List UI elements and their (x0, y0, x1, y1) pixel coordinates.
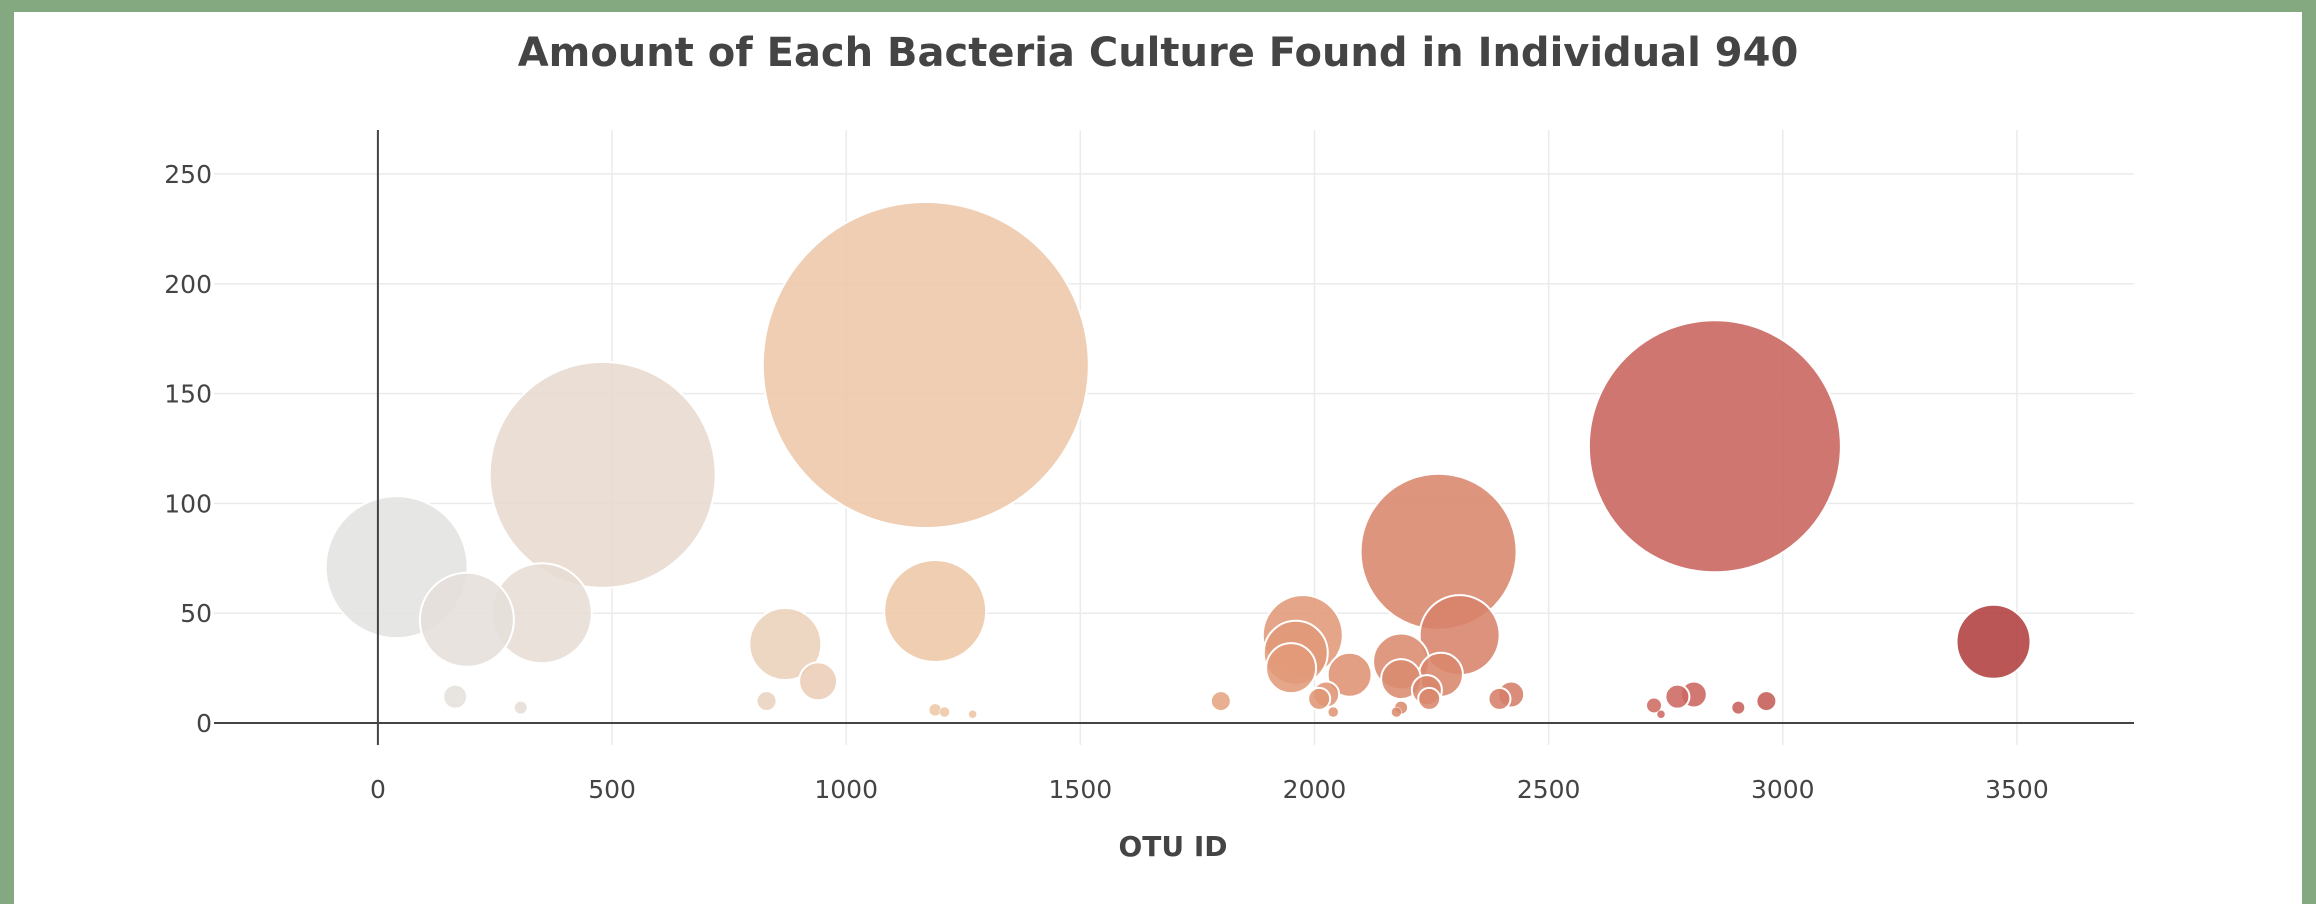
chart-background (14, 12, 2302, 904)
x-tick-label: 3000 (1751, 775, 1815, 804)
x-tick-label: 2000 (1283, 775, 1347, 804)
bubble-point[interactable] (488, 360, 717, 589)
y-tick-label: 0 (196, 709, 212, 738)
bubble-point[interactable] (939, 706, 950, 718)
x-axis-title: OTU ID (1118, 830, 1227, 863)
bubble-point[interactable] (968, 710, 977, 719)
x-tick-label: 500 (588, 775, 636, 804)
axes (214, 130, 2134, 745)
x-tick-label: 2500 (1517, 775, 1581, 804)
bubble-point[interactable] (1656, 710, 1666, 719)
y-tick-label: 250 (164, 160, 212, 189)
y-tick-label: 150 (164, 380, 212, 409)
bubble-point[interactable] (1327, 706, 1339, 718)
bubble-point[interactable] (1755, 690, 1778, 713)
bubble-point[interactable] (883, 559, 988, 664)
x-tick-label: 1000 (814, 775, 878, 804)
chart-title: Amount of Each Bacteria Culture Found in… (517, 30, 1799, 76)
bubble-point[interactable] (1645, 696, 1663, 715)
bubble-point[interactable] (1326, 651, 1373, 698)
x-tick-label: 0 (370, 775, 386, 804)
bubble-series (324, 201, 2032, 719)
bubble-point[interactable] (1391, 706, 1402, 718)
x-tick-label: 3500 (1985, 775, 2049, 804)
y-tick-label: 50 (180, 599, 212, 628)
bubble-point[interactable] (1307, 686, 1332, 711)
bubble-point[interactable] (1209, 690, 1232, 713)
bubble-point[interactable] (1487, 686, 1512, 711)
bubble-point[interactable] (1955, 603, 2032, 680)
bubble-point[interactable] (798, 661, 839, 702)
bubble-point[interactable] (1265, 642, 1318, 695)
bubble-point[interactable] (442, 683, 469, 710)
y-tick-label: 200 (164, 270, 212, 299)
bubble-point[interactable] (1664, 683, 1691, 710)
bubble-point[interactable] (1417, 686, 1442, 711)
bubble-point[interactable] (928, 703, 942, 717)
bubble-point[interactable] (1587, 319, 1842, 574)
bubble-point[interactable] (748, 606, 823, 681)
bubble-point[interactable] (418, 571, 515, 668)
bubble-point[interactable] (761, 201, 1090, 530)
y-tick-label: 100 (164, 489, 212, 518)
tick-labels: 0 500 1000 1500 2000 2500 3000 3500 0 50 100 150 200… (164, 160, 2048, 804)
bubble-point[interactable] (512, 699, 529, 716)
bubble-point[interactable] (755, 690, 778, 713)
bubble-point[interactable] (1730, 699, 1747, 716)
x-tick-label: 1500 (1049, 775, 1113, 804)
